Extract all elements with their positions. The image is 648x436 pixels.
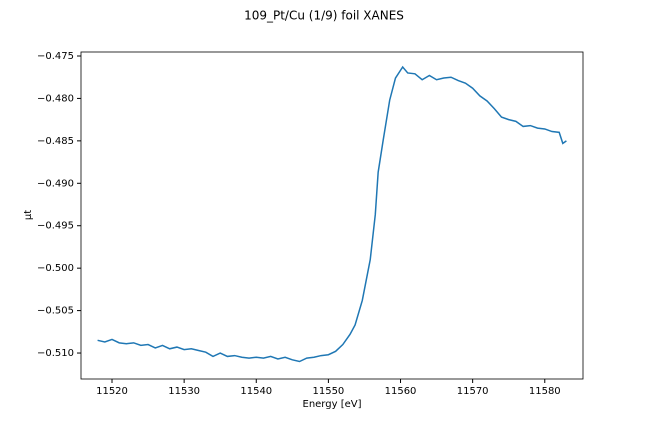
y-tick-label: −0.495 [37,221,74,232]
x-tick-label: 11520 [96,386,128,397]
y-tick-label: −0.480 [37,93,74,104]
line-series [97,65,567,363]
x-tick-label: 11550 [312,386,344,397]
y-tick-label: −0.510 [37,348,74,359]
plot-frame [80,51,584,380]
y-tick-label: −0.485 [37,136,74,147]
chart-title: 109_Pt/Cu (1/9) foil XANES [244,9,404,23]
y-axis-label: μt [23,210,34,220]
y-tick-label: −0.500 [37,263,74,274]
y-tick-label: −0.475 [37,51,74,62]
y-tick-label: −0.490 [37,178,74,189]
y-tick-label: −0.505 [37,306,74,317]
x-tick-label: 11530 [168,386,200,397]
x-tick-label: 11570 [457,386,489,397]
x-tick-label: 11580 [529,386,561,397]
x-tick-label: 11560 [385,386,417,397]
x-axis-label: Energy [eV] [303,399,362,410]
x-tick-label: 11540 [240,386,272,397]
